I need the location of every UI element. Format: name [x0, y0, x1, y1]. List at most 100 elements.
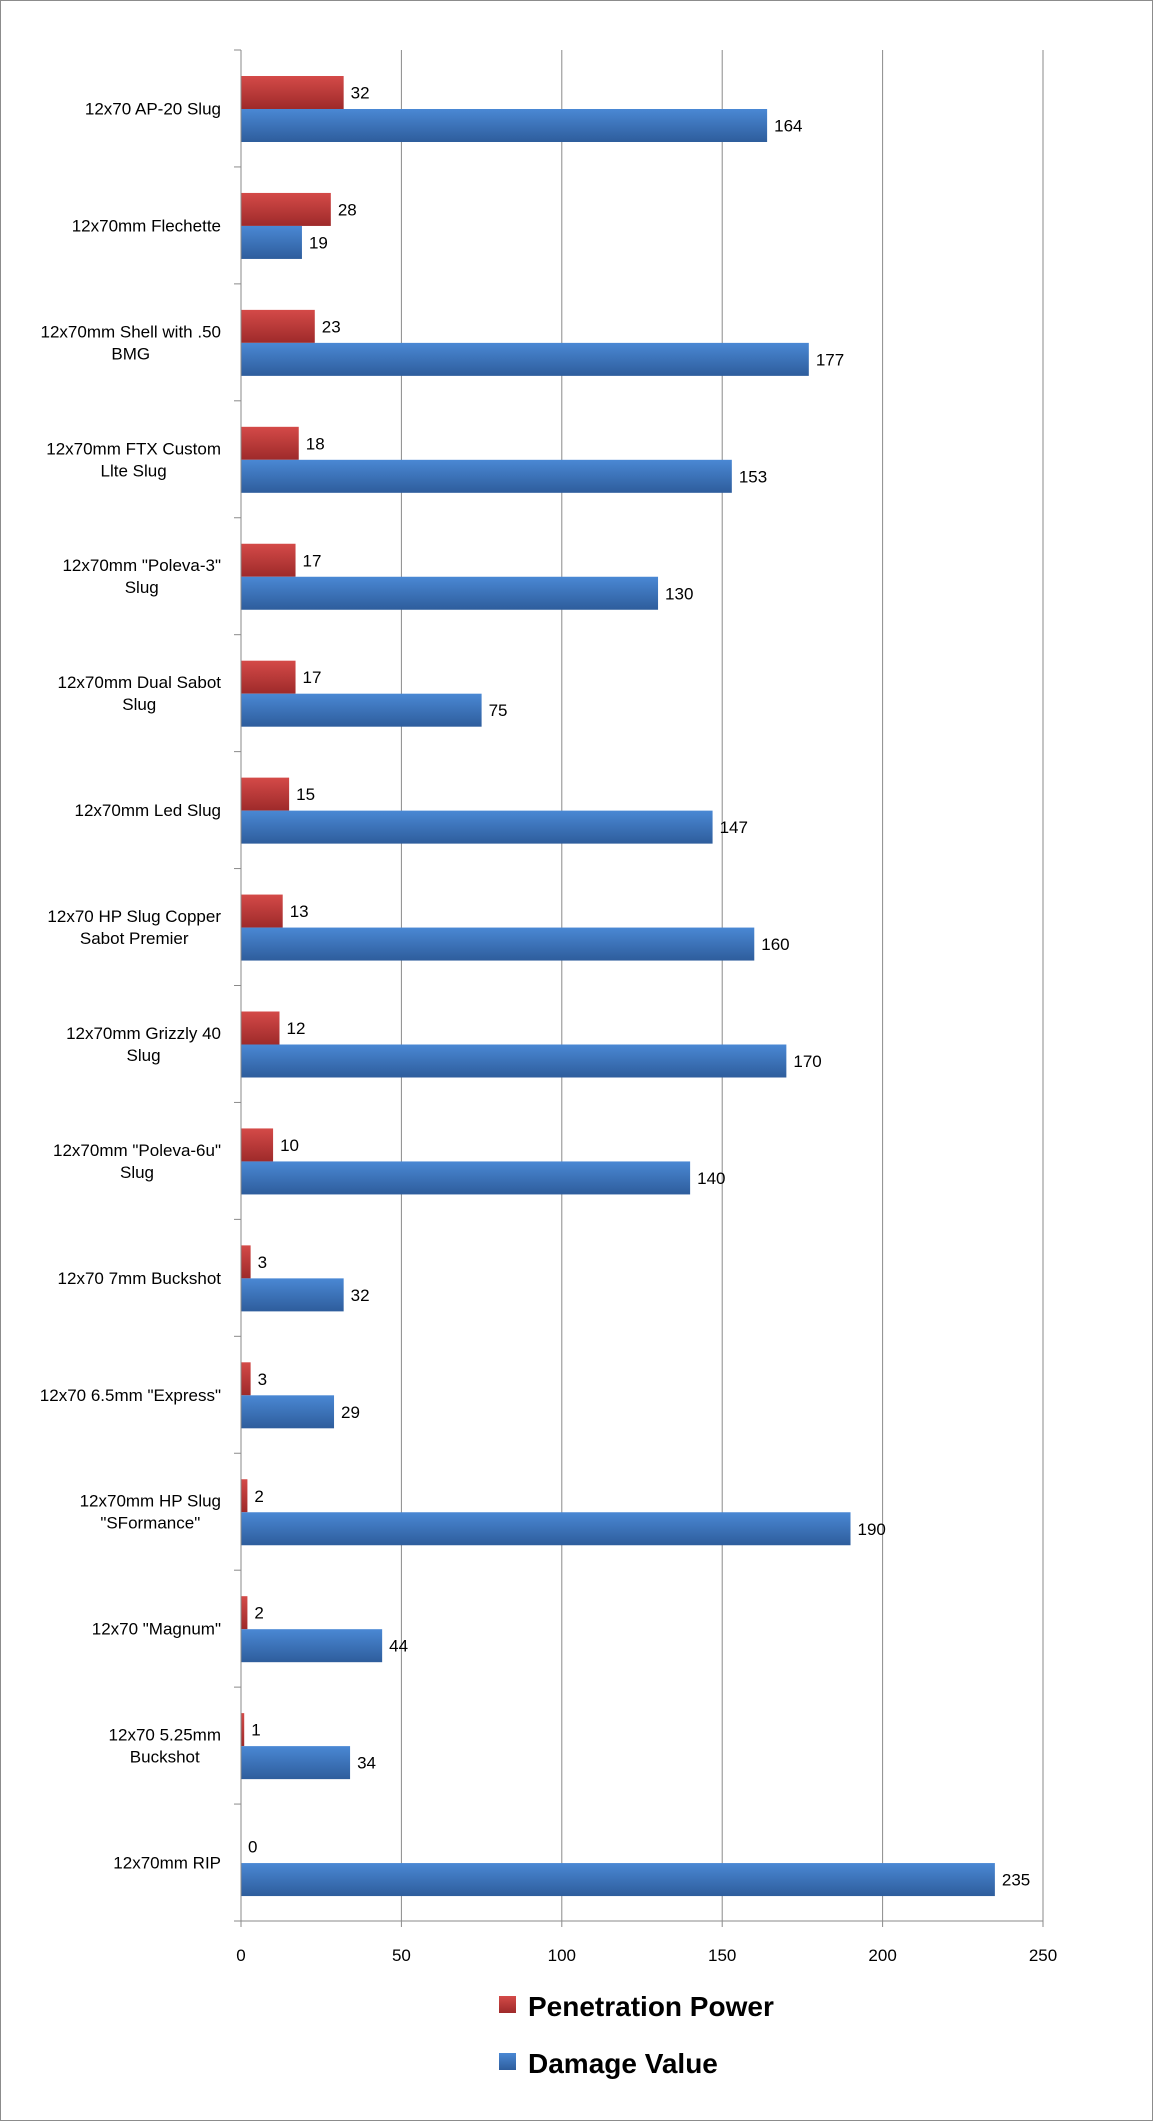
category-label: 12x70mm HP Slug "SFormance": [80, 1492, 221, 1533]
data-label: 170: [793, 1052, 821, 1071]
x-tick-label: 150: [708, 1946, 736, 1965]
data-label: 130: [665, 584, 693, 603]
data-label: 28: [338, 200, 357, 219]
bar-penetration-power: [241, 309, 315, 343]
bar-damage-value: [241, 459, 732, 493]
category-label-line: 12x70mm Shell with .50: [41, 322, 221, 341]
category-label-line: Sabot Premier: [80, 929, 189, 948]
bar-damage-value: [241, 342, 809, 376]
category-label: 12x70mm Shell with .50 BMG: [41, 322, 221, 363]
data-label: 164: [774, 117, 802, 136]
data-label: 17: [303, 668, 322, 687]
bar-damage-value: [241, 693, 482, 727]
category-label-line: Slug: [127, 1046, 161, 1065]
bar-penetration-power: [241, 1713, 245, 1747]
data-label: 32: [351, 1286, 370, 1305]
category-label-line: 12x70mm RIP: [113, 1854, 221, 1873]
category-label-line: 12x70 6.5mm "Express": [40, 1386, 221, 1405]
bar-penetration-power: [241, 1245, 251, 1279]
data-label: 140: [697, 1169, 725, 1188]
category-label: 12x70 5.25mm Buckshot: [109, 1726, 221, 1767]
category-label-line: "SFormance": [100, 1514, 200, 1533]
bar-damage-value: [241, 1863, 995, 1897]
category-label: 12x70mm Flechette: [72, 216, 221, 235]
bar-damage-value: [241, 927, 755, 961]
category-label: 12x70mm "Poleva-6u" Slug: [53, 1141, 221, 1182]
data-label: 34: [357, 1754, 376, 1773]
category-label: 12x70 "Magnum": [92, 1620, 221, 1639]
data-label: 0: [248, 1838, 257, 1857]
data-label: 160: [761, 935, 789, 954]
data-label: 13: [290, 902, 309, 921]
category-label-line: 12x70 "Magnum": [92, 1620, 221, 1639]
category-label-line: Slug: [120, 1163, 154, 1182]
category-label-line: Slug: [122, 695, 156, 714]
data-label: 177: [816, 350, 844, 369]
legend-label: Penetration Power: [528, 1991, 774, 2022]
bar-damage-value: [241, 1512, 851, 1546]
bar-damage-value: [241, 1629, 383, 1663]
category-label-line: 12x70mm FTX Custom: [46, 439, 221, 458]
category-label-line: 12x70mm "Poleva-3": [62, 556, 221, 575]
category-label-line: Slug: [125, 578, 159, 597]
legend-label: Damage Value: [528, 2048, 718, 2079]
bar-penetration-power: [241, 1362, 251, 1396]
category-label: 12x70mm Grizzly 40 Slug: [66, 1024, 221, 1065]
data-label: 3: [258, 1253, 267, 1272]
category-label-line: 12x70mm "Poleva-6u": [53, 1141, 221, 1160]
bar-damage-value: [241, 1278, 344, 1312]
bar-damage-value: [241, 576, 659, 610]
category-label-line: 12x70 7mm Buckshot: [58, 1269, 222, 1288]
x-tick-label: 0: [236, 1946, 245, 1965]
legend-swatch-damage-value: [499, 2053, 516, 2070]
category-label-line: 12x70mm Led Slug: [75, 801, 221, 820]
data-label: 12: [286, 1019, 305, 1038]
data-label: 10: [280, 1136, 299, 1155]
category-label: 12x70 7mm Buckshot: [58, 1269, 222, 1288]
bars: 3216428192317718153171301775151471316012…: [241, 76, 1030, 1897]
bar-penetration-power: [241, 777, 290, 811]
data-label: 32: [351, 84, 370, 103]
bar-penetration-power: [241, 1596, 248, 1630]
data-label: 19: [309, 233, 328, 252]
category-label: 12x70 AP-20 Slug: [85, 99, 221, 118]
category-label-line: 12x70 HP Slug Copper: [47, 907, 221, 926]
data-label: 147: [720, 818, 748, 837]
data-label: 235: [1002, 1871, 1030, 1890]
bar-damage-value: [241, 1161, 691, 1195]
bar-damage-value: [241, 225, 302, 259]
bar-damage-value: [241, 109, 768, 142]
category-label: 12x70mm FTX Custom Llte Slug: [46, 439, 221, 480]
bar-damage-value: [241, 1044, 787, 1078]
data-label: 15: [296, 785, 315, 804]
bar-penetration-power: [241, 660, 296, 694]
data-label: 18: [306, 434, 325, 453]
category-label-line: 12x70mm Flechette: [72, 216, 221, 235]
data-label: 17: [303, 551, 322, 570]
category-label-line: Buckshot: [130, 1748, 200, 1767]
data-label: 23: [322, 317, 341, 336]
bar-penetration-power: [241, 1479, 248, 1513]
legend-swatch-penetration-power: [499, 1996, 516, 2013]
bar-penetration-power: [241, 76, 344, 109]
data-label: 153: [739, 467, 767, 486]
bar-damage-value: [241, 1746, 351, 1780]
category-label-line: Llte Slug: [101, 461, 167, 480]
category-label-line: 12x70 AP-20 Slug: [85, 99, 221, 118]
category-label: 12x70 6.5mm "Express": [40, 1386, 221, 1405]
category-label-line: 12x70mm Dual Sabot: [58, 673, 222, 692]
category-label: 12x70mm Led Slug: [75, 801, 221, 820]
bar-damage-value: [241, 1395, 335, 1429]
bar-penetration-power: [241, 894, 283, 928]
data-label: 2: [254, 1604, 263, 1623]
bar-penetration-power: [241, 192, 331, 226]
x-tick-label: 50: [392, 1946, 411, 1965]
data-label: 190: [858, 1520, 886, 1539]
x-tick-label: 250: [1029, 1946, 1057, 1965]
category-label-line: BMG: [111, 344, 150, 363]
category-label-line: 12x70mm Grizzly 40: [66, 1024, 221, 1043]
data-label: 2: [254, 1487, 263, 1506]
data-label: 1: [251, 1721, 260, 1740]
